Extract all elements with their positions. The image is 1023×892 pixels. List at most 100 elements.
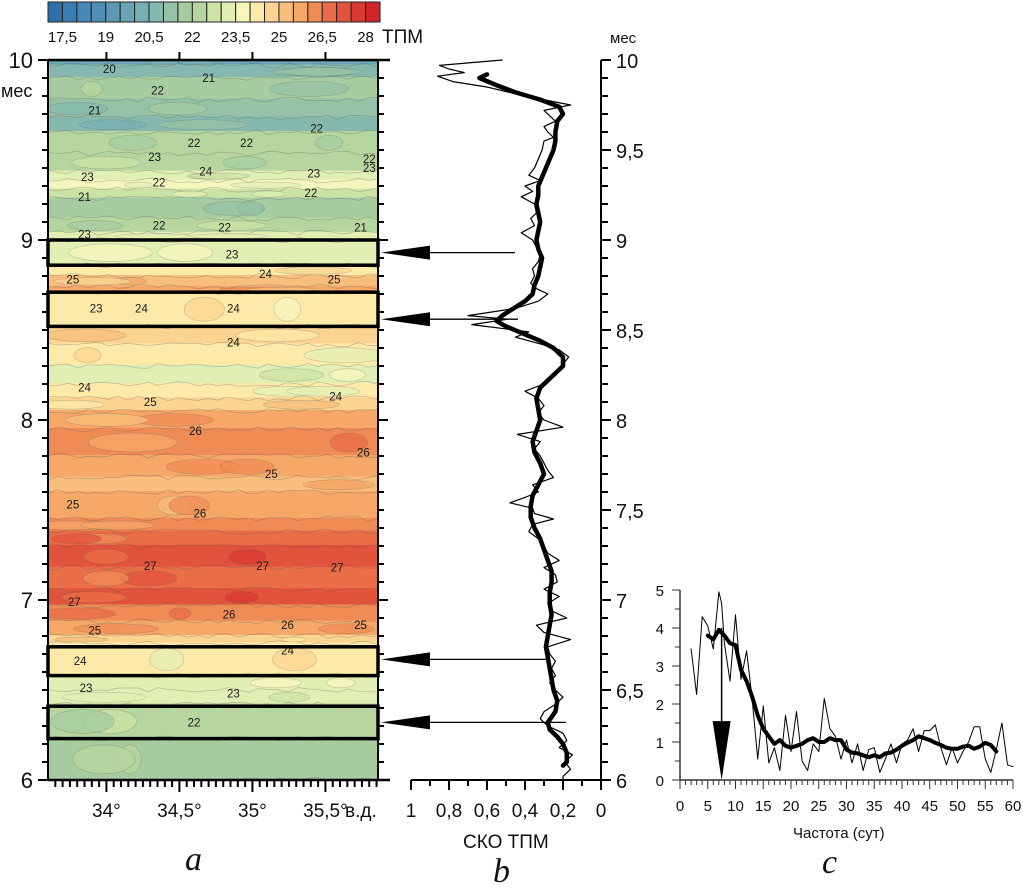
contour-blob bbox=[148, 60, 180, 66]
y-tick-label: 3 bbox=[656, 659, 664, 676]
y-tick-label: 5 bbox=[656, 583, 664, 600]
contour-line bbox=[48, 178, 378, 184]
colorbar-cell bbox=[76, 1, 92, 23]
contour-line bbox=[48, 528, 378, 535]
contour-label: 26 bbox=[223, 609, 236, 621]
contour-line bbox=[48, 114, 378, 121]
contour-label: 22 bbox=[188, 717, 201, 729]
contour-label: 26 bbox=[189, 426, 202, 438]
panel-a-letter: a bbox=[185, 841, 202, 878]
y-tick-label: 8 bbox=[616, 411, 627, 433]
panel-b-axes: 1 0,8 0,6 0,4 0,2 0 10 9,5 9 8,5 8 7,5 7 6,5 6 bbox=[406, 51, 644, 822]
contour-line bbox=[48, 363, 378, 369]
heatmap-band bbox=[48, 188, 378, 200]
contour-blob bbox=[48, 607, 116, 620]
arrows bbox=[381, 245, 566, 730]
x-tick-label: 10 bbox=[727, 798, 744, 815]
contour-line bbox=[48, 283, 378, 290]
colorbar-tick-label: 26,5 bbox=[308, 29, 337, 46]
y-tick-label: 8 bbox=[21, 408, 33, 433]
colorbar-cell bbox=[148, 1, 164, 23]
colorbar-cell bbox=[134, 1, 150, 23]
x-tick-label: 15 bbox=[755, 798, 772, 815]
contour-label: 23 bbox=[81, 172, 94, 184]
contour-line bbox=[48, 603, 378, 609]
series-smoothed bbox=[477, 72, 570, 768]
contour-blob bbox=[115, 233, 193, 240]
y-tick-label: 9 bbox=[21, 228, 33, 253]
contour-label: 21 bbox=[78, 192, 91, 204]
contour-blob bbox=[303, 347, 378, 364]
contour-blob bbox=[71, 156, 142, 170]
contour-label: 22 bbox=[151, 86, 164, 98]
colorbar-unit-label: ТПМ bbox=[382, 27, 423, 48]
heatmap-band bbox=[48, 179, 378, 191]
x-tick-label: 35° bbox=[238, 801, 267, 822]
panel-c-arrow bbox=[712, 628, 731, 780]
contour-label: 27 bbox=[331, 563, 344, 575]
contour-blob bbox=[262, 399, 341, 410]
contour-blob bbox=[249, 677, 303, 689]
colorbar-cell bbox=[220, 1, 237, 23]
y-tick-label: 4 bbox=[656, 621, 664, 638]
contour-line bbox=[48, 62, 378, 69]
arrow-head-left bbox=[381, 312, 430, 327]
y-tick-label: 8,5 bbox=[616, 321, 644, 343]
contour-label: 22 bbox=[188, 138, 201, 150]
heatmap-contour-texture bbox=[48, 60, 378, 780]
contour-line bbox=[48, 129, 378, 135]
contour-label: 23 bbox=[148, 152, 161, 164]
contour-line bbox=[48, 543, 378, 549]
colorbar-tick-label: 19 bbox=[97, 29, 114, 46]
contour-line bbox=[48, 474, 378, 481]
contour-blob bbox=[272, 647, 317, 672]
contour-blob bbox=[251, 190, 287, 198]
series-smoothed bbox=[705, 627, 999, 760]
colorbar-cell bbox=[307, 1, 323, 23]
x-tick-label: 0 bbox=[676, 798, 684, 815]
contour-label: 22 bbox=[240, 138, 253, 150]
contour-label: 22 bbox=[304, 188, 317, 200]
contour-blob bbox=[268, 691, 310, 703]
contour-line bbox=[48, 640, 378, 646]
contour-blob bbox=[329, 432, 368, 453]
contour-line bbox=[48, 150, 378, 157]
y-tick-label: 1 bbox=[656, 735, 664, 752]
colorbar-cell bbox=[61, 1, 78, 23]
contour-line bbox=[48, 273, 378, 279]
contour-label: 23 bbox=[80, 683, 93, 695]
contour-line bbox=[48, 381, 378, 387]
contour-blob bbox=[286, 385, 360, 397]
y-tick-label: 6 bbox=[616, 771, 627, 793]
x-tick-label: 0,8 bbox=[436, 801, 462, 822]
contour-label: 22 bbox=[363, 154, 376, 166]
contour-label: 25 bbox=[328, 275, 341, 287]
contour-blob bbox=[55, 636, 109, 643]
colorbar-cell bbox=[206, 1, 222, 23]
x-tick-label: 35 bbox=[866, 798, 883, 815]
panel-c-series bbox=[690, 591, 1014, 773]
contour-label: 20 bbox=[103, 64, 116, 76]
colorbar-cell bbox=[90, 1, 107, 23]
colorbar-cell bbox=[249, 1, 266, 23]
contour-label: 21 bbox=[88, 105, 101, 117]
arrow-head-down bbox=[712, 721, 731, 780]
panel-b-line-chart: 1 0,8 0,6 0,4 0,2 0 10 9,5 9 8,5 8 7,5 7 6,5 6 мес СКО… bbox=[381, 30, 644, 890]
contour-label: 25 bbox=[88, 626, 101, 638]
contour-line bbox=[48, 489, 378, 495]
panel-c-letter: c bbox=[822, 844, 837, 881]
contour-line bbox=[48, 618, 378, 625]
contour-blob bbox=[73, 347, 102, 364]
contour-blob bbox=[157, 243, 213, 262]
colorbar-cell bbox=[336, 1, 352, 23]
x-tick-label: 30 bbox=[838, 798, 855, 815]
contour-blob bbox=[281, 636, 306, 643]
contour-label: 23 bbox=[226, 249, 239, 261]
contour-blob bbox=[158, 119, 249, 131]
x-tick-label: 50 bbox=[949, 798, 966, 815]
contour-label: 27 bbox=[68, 597, 81, 609]
x-tick-label: 0,4 bbox=[512, 801, 539, 822]
contour-label: 22 bbox=[218, 222, 231, 234]
